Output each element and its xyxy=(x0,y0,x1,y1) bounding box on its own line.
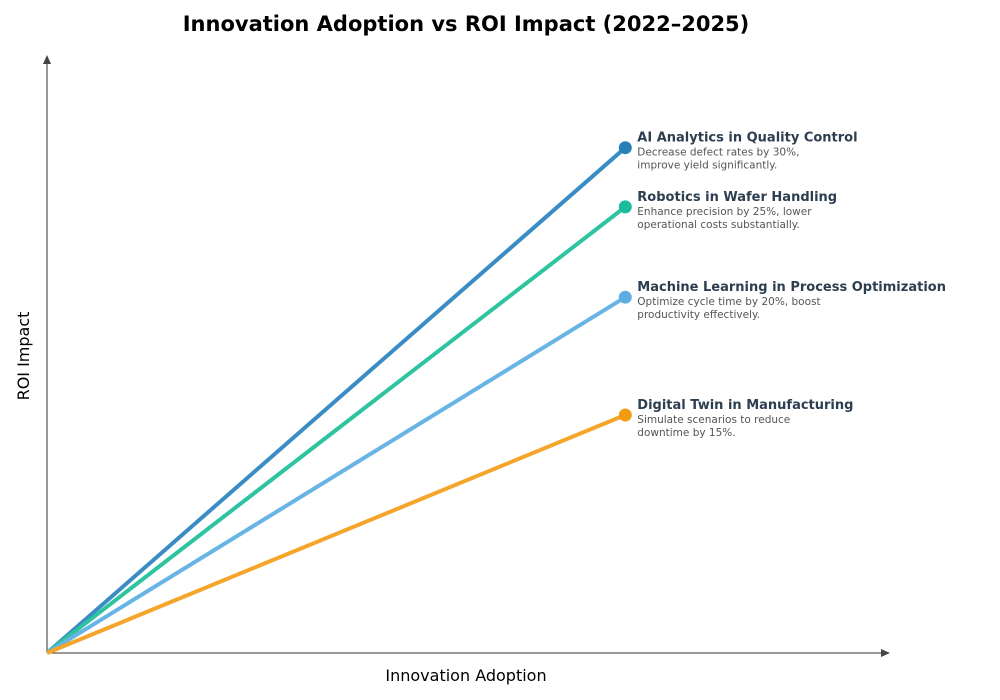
annotation-description: downtime by 15%. xyxy=(637,427,735,439)
x-axis xyxy=(47,649,890,657)
annotation-description: improve yield significantly. xyxy=(637,160,777,172)
annotation-description: Simulate scenarios to reduce xyxy=(637,414,790,426)
x-axis-label: Innovation Adoption xyxy=(385,666,546,685)
chart-title: Innovation Adoption vs ROI Impact (2022–… xyxy=(183,12,750,36)
series-line xyxy=(45,205,627,655)
y-axis xyxy=(43,55,51,653)
annotation-description: Enhance precision by 25%, lower xyxy=(637,206,812,218)
annotation-title: AI Analytics in Quality Control xyxy=(637,131,857,146)
series-endpoint xyxy=(618,200,632,214)
annotation-description: Optimize cycle time by 20%, boost xyxy=(637,296,820,308)
series-endpoint xyxy=(618,408,632,422)
annotation-description: operational costs substantially. xyxy=(637,219,800,231)
series-2: Machine Learning in Process Optimization… xyxy=(45,280,946,655)
annotation-description: productivity effectively. xyxy=(637,309,760,321)
series-line xyxy=(45,295,627,655)
series-endpoint xyxy=(618,141,632,155)
series-line xyxy=(46,413,627,655)
annotation-title: Machine Learning in Process Optimization xyxy=(637,280,946,295)
annotation-description: Decrease defect rates by 30%, xyxy=(637,147,799,159)
series-endpoint xyxy=(618,290,632,304)
y-axis-label: ROI Impact xyxy=(14,312,33,401)
series-line xyxy=(45,146,627,655)
y-axis-arrow-icon xyxy=(43,55,51,64)
annotation-title: Digital Twin in Manufacturing xyxy=(637,398,853,413)
x-axis-arrow-icon xyxy=(881,649,890,657)
annotation-title: Robotics in Wafer Handling xyxy=(637,190,837,205)
series-0: AI Analytics in Quality ControlDecrease … xyxy=(45,131,858,655)
